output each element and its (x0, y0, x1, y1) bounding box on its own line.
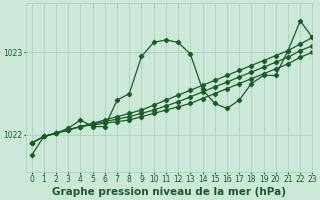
X-axis label: Graphe pression niveau de la mer (hPa): Graphe pression niveau de la mer (hPa) (52, 187, 286, 197)
